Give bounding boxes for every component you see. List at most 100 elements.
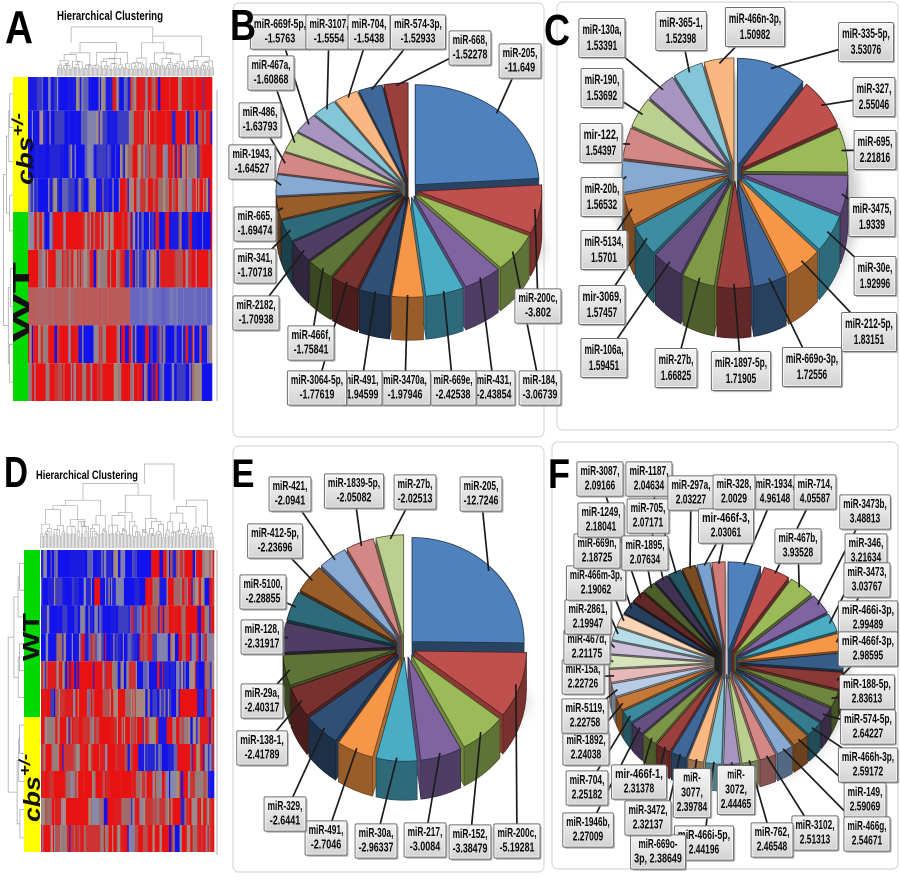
svg-text:1.59451: 1.59451: [589, 357, 620, 373]
svg-text:2.39784: 2.39784: [677, 799, 708, 814]
svg-text:-1.5554: -1.5554: [314, 31, 345, 46]
svg-text:1.53692: 1.53692: [587, 87, 618, 103]
svg-text:-3.06739: -3.06739: [523, 387, 558, 402]
svg-text:2.99489: 2.99489: [853, 617, 883, 632]
svg-text:2.59069: 2.59069: [850, 799, 880, 814]
svg-text:1.66825: 1.66825: [661, 367, 692, 383]
svg-text:2.46548: 2.46548: [757, 839, 787, 854]
svg-text:miR-5100,: miR-5100,: [243, 576, 282, 591]
svg-text:-3.802: -3.802: [525, 305, 551, 320]
svg-text:miR-466f,: miR-466f,: [291, 327, 330, 342]
svg-text:miR-1895,: miR-1895,: [625, 537, 664, 552]
svg-text:miR-212-5p,: miR-212-5p,: [845, 315, 893, 331]
svg-text:mir-466f-1,: mir-466f-1,: [615, 766, 663, 781]
svg-text:-1.64527: -1.64527: [235, 161, 270, 176]
svg-text:-2.96337: -2.96337: [359, 840, 394, 855]
svg-text:2.21816: 2.21816: [860, 149, 891, 165]
svg-text:-1.60868: -1.60868: [254, 72, 289, 87]
svg-text:-2.23696: -2.23696: [258, 540, 293, 555]
svg-text:-3.0084: -3.0084: [410, 839, 441, 854]
svg-text:2.44465: 2.44465: [721, 796, 751, 811]
svg-text:-2.42538: -2.42538: [436, 387, 471, 402]
svg-text:miR-466m-3p,: miR-466m-3p,: [570, 567, 622, 582]
svg-text:-1.70938: -1.70938: [239, 312, 274, 327]
svg-text:-1.77619: -1.77619: [300, 387, 335, 402]
svg-text:2.03061: 2.03061: [711, 525, 741, 540]
svg-text:miR-205,: miR-205,: [464, 478, 499, 493]
svg-text:1.57457: 1.57457: [587, 304, 618, 320]
svg-text:miR-341,: miR-341,: [238, 250, 273, 265]
svg-text:3.21634: 3.21634: [851, 550, 882, 565]
svg-text:miR-149,: miR-149,: [848, 784, 883, 799]
svg-text:2.19062: 2.19062: [581, 582, 611, 597]
svg-text:1.72556: 1.72556: [797, 366, 828, 382]
svg-text:miR-329,: miR-329,: [268, 798, 303, 813]
svg-text:miR-412-5p,: miR-412-5p,: [251, 525, 299, 540]
svg-text:miR-3470a,: miR-3470a,: [383, 372, 427, 387]
svg-text:miR-486,: miR-486,: [243, 104, 278, 119]
svg-text:-5.19281: -5.19281: [500, 840, 535, 855]
svg-text:-2.0941: -2.0941: [275, 493, 305, 508]
svg-text:miR-1187,: miR-1187,: [629, 463, 668, 478]
svg-text:miR-346,: miR-346,: [849, 535, 884, 550]
svg-text:miR-705,: miR-705,: [631, 500, 666, 515]
svg-text:-2.31917: -2.31917: [245, 636, 280, 651]
svg-text:miR-3107,: miR-3107,: [309, 16, 348, 31]
svg-text:3077,: 3077,: [681, 784, 703, 799]
svg-text:2.31378: 2.31378: [624, 781, 654, 796]
svg-text:3.03767: 3.03767: [852, 579, 882, 594]
svg-text:2.03227: 2.03227: [676, 492, 706, 507]
svg-text:2.07171: 2.07171: [633, 515, 663, 530]
svg-text:1.9339: 1.9339: [859, 216, 885, 232]
svg-text:2.59172: 2.59172: [853, 764, 883, 779]
svg-text:miR-3475,: miR-3475,: [852, 200, 891, 216]
svg-text:-2.7046: -2.7046: [311, 837, 341, 852]
svg-text:2.44196: 2.44196: [689, 842, 719, 857]
svg-text:F: F: [548, 450, 570, 497]
svg-text:-1.70718: -1.70718: [238, 265, 273, 280]
svg-text:2.0029: 2.0029: [721, 491, 747, 506]
svg-text:miR-1934,: miR-1934,: [755, 476, 794, 491]
svg-text:miR-188-5p,: miR-188-5p,: [843, 676, 891, 691]
svg-text:E: E: [232, 452, 255, 496]
svg-text:3p, 2.38649: 3p, 2.38649: [634, 851, 682, 866]
svg-text:miR-466h-3p,: miR-466h-3p,: [842, 749, 894, 764]
svg-text:miR-217,: miR-217,: [408, 824, 443, 839]
svg-text:miR-200c,: miR-200c,: [497, 825, 536, 840]
svg-text:1.52398: 1.52398: [666, 30, 697, 46]
svg-text:2.83613: 2.83613: [852, 691, 882, 706]
svg-text:miR-669o-: miR-669o-: [638, 836, 677, 851]
svg-text:2.21175: 2.21175: [572, 646, 602, 661]
svg-text:miR-152,: miR-152,: [453, 826, 488, 841]
svg-text:2.22726: 2.22726: [568, 676, 598, 691]
svg-text:miR-2182,: miR-2182,: [236, 297, 275, 312]
svg-text:B: B: [230, 1, 256, 50]
svg-text:miR-704,: miR-704,: [352, 16, 387, 31]
svg-text:miR-5134,: miR-5134,: [584, 233, 623, 249]
svg-text:miR-695,: miR-695,: [858, 133, 893, 149]
svg-text:miR-30a,: miR-30a,: [359, 825, 394, 840]
svg-text:3.53076: 3.53076: [851, 41, 882, 57]
svg-text:2.54671: 2.54671: [852, 833, 882, 848]
svg-text:miR-421,: miR-421,: [273, 478, 308, 493]
svg-text:-2.02513: -2.02513: [398, 491, 433, 506]
svg-text:-1.97946: -1.97946: [388, 387, 423, 402]
svg-text:miR-328,: miR-328,: [717, 476, 752, 491]
svg-text:miR-1943,: miR-1943,: [232, 146, 271, 161]
svg-text:miR-466g,: miR-466g,: [847, 818, 886, 833]
svg-text:miR-431,: miR-431,: [477, 372, 512, 387]
svg-text:miR-3102,: miR-3102,: [795, 817, 834, 832]
svg-text:miR-669n,: miR-669n,: [577, 535, 616, 550]
svg-text:miR-335-5p,: miR-335-5p,: [842, 25, 890, 41]
svg-text:miR-297a,: miR-297a,: [671, 477, 710, 492]
svg-text:miR-1946b,: miR-1946b,: [566, 814, 610, 829]
svg-text:WT: WT: [8, 262, 34, 342]
svg-text:1.53391: 1.53391: [587, 37, 618, 53]
svg-text:2.51313: 2.51313: [800, 832, 830, 847]
svg-text:miR-1897-5p,: miR-1897-5p,: [715, 354, 767, 370]
svg-text:-1.69474: -1.69474: [238, 223, 273, 238]
svg-text:2.25182: 2.25182: [572, 787, 602, 802]
svg-text:2.19947: 2.19947: [573, 616, 603, 631]
svg-text:4.96148: 4.96148: [760, 491, 790, 506]
svg-text:Hierarchical Clustering: Hierarchical Clustering: [36, 468, 138, 482]
